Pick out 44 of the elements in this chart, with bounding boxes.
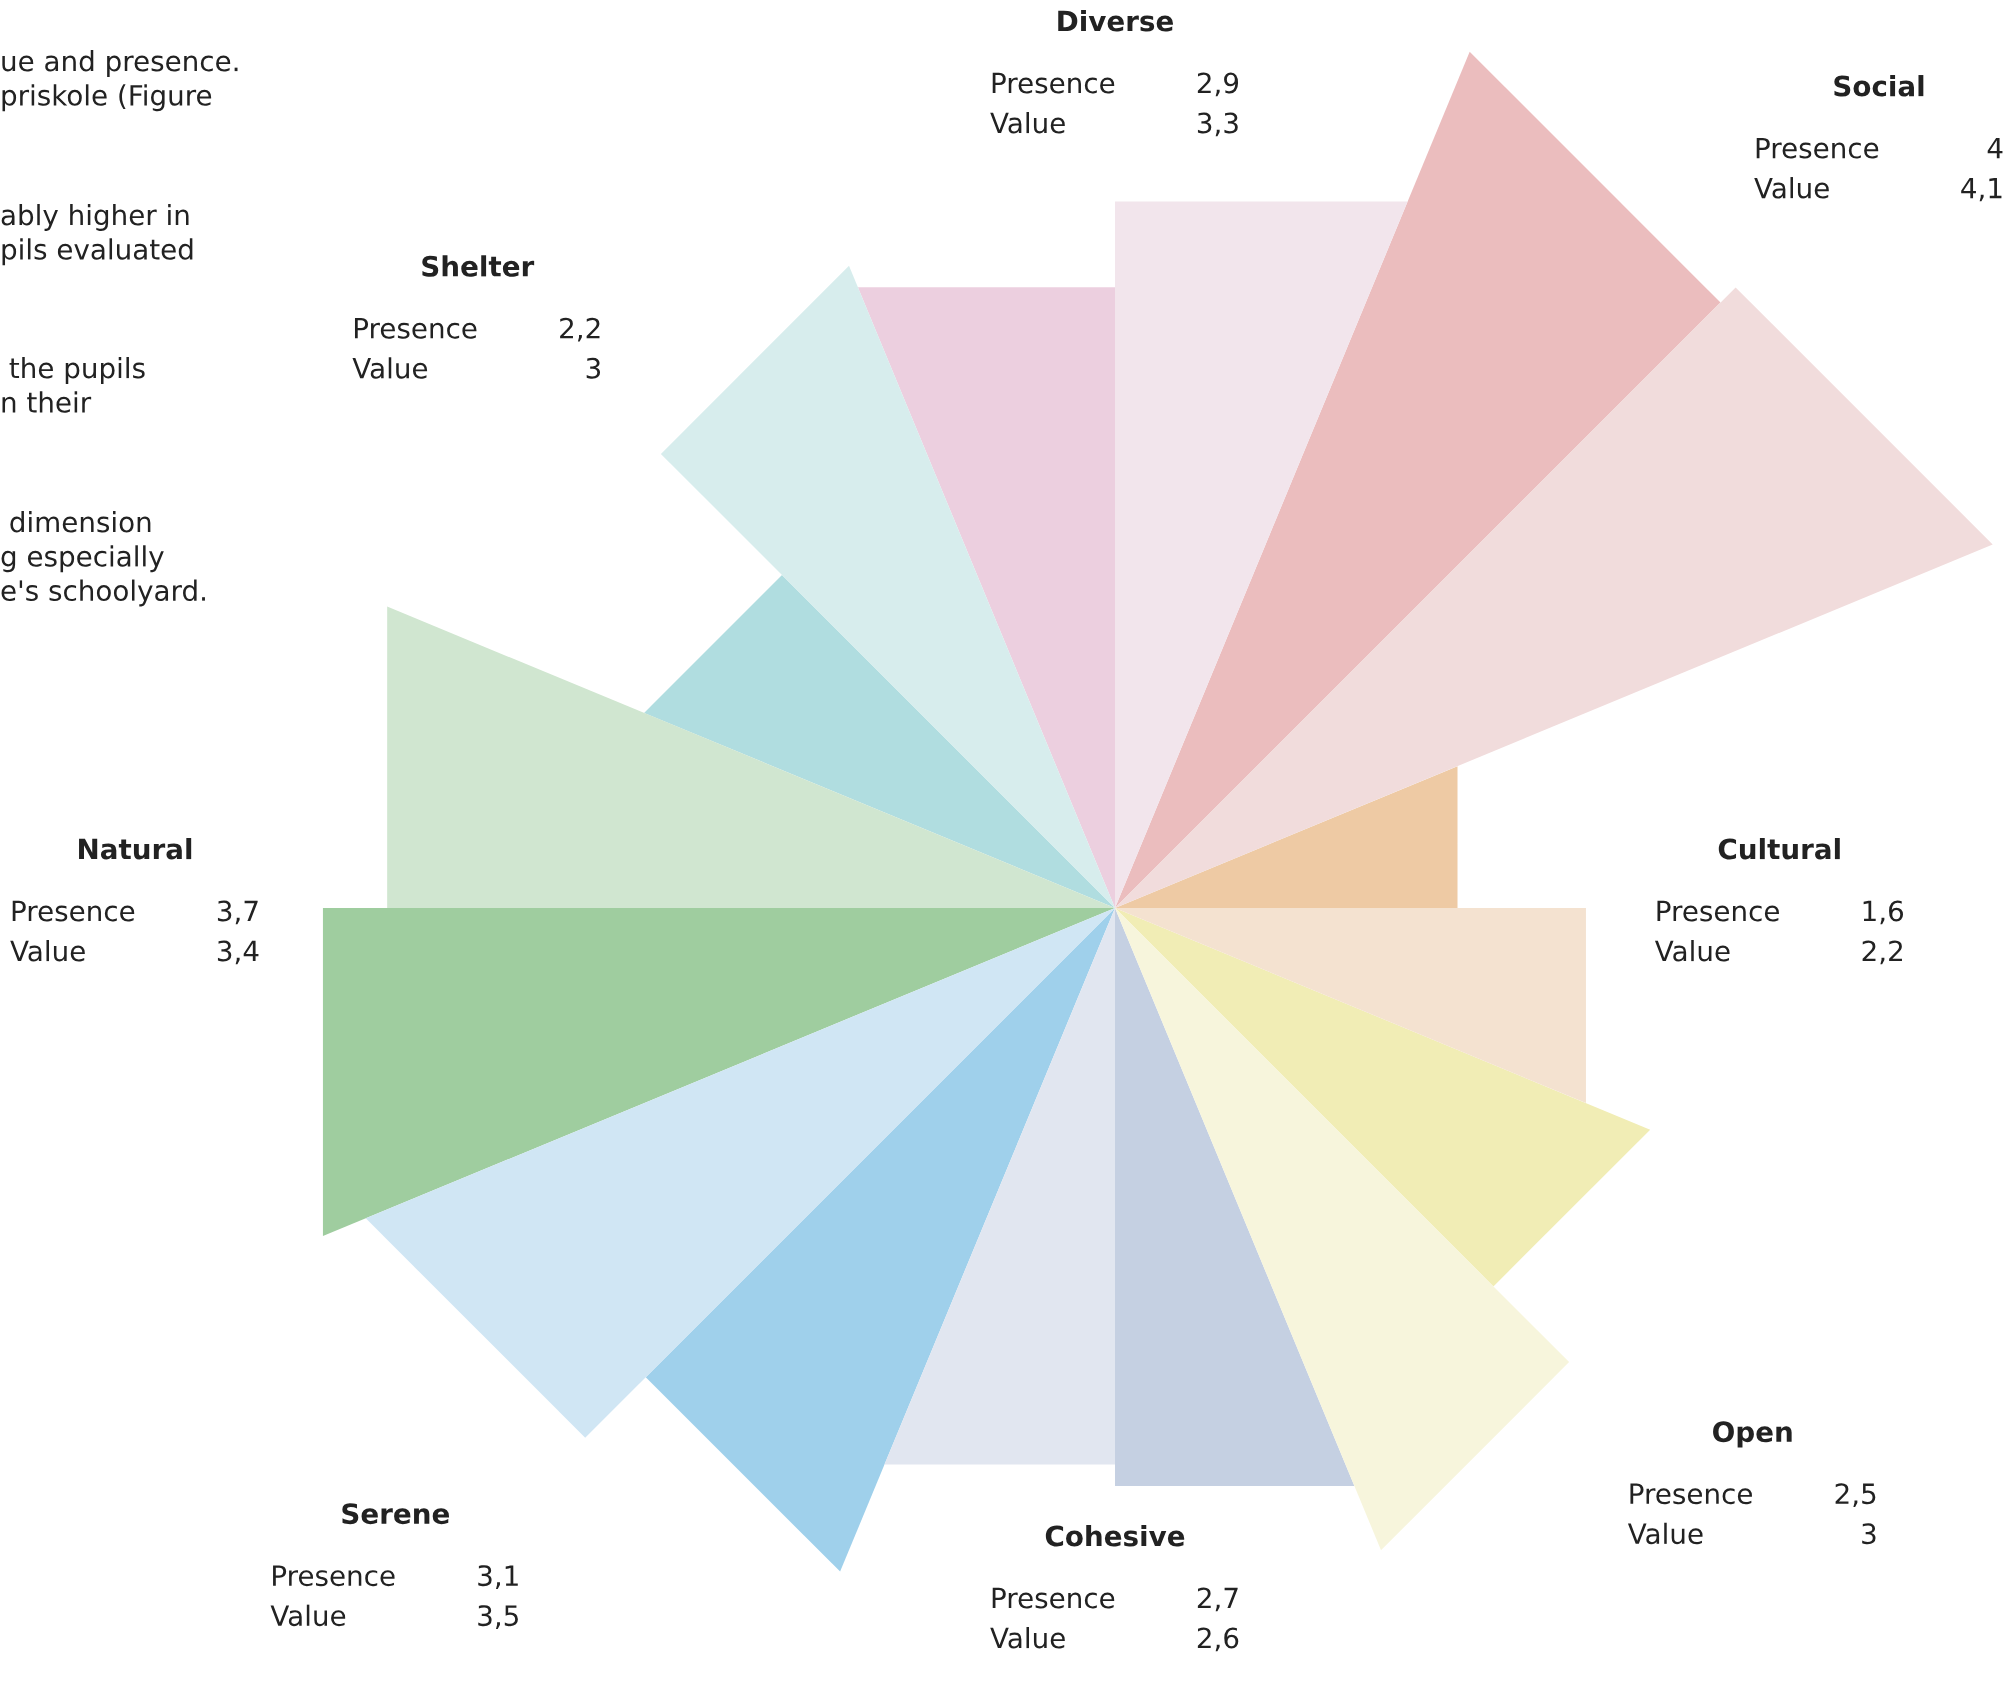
- data-label: 2,7: [1197, 1587, 1238, 1612]
- text: Presence: [354, 318, 477, 339]
- text: Presence: [1756, 137, 1879, 159]
- text: Presence: [1657, 900, 1779, 922]
- text: Value: [1627, 1522, 1703, 1545]
- text: Presence: [12, 900, 135, 922]
- data-label: 3,7: [217, 900, 258, 925]
- text: ably higher in pils evaluated: [1, 204, 193, 266]
- data-label: 2,2: [1862, 940, 1902, 965]
- data-label: 3,3: [1197, 112, 1238, 137]
- text: the pupils n their: [2, 357, 145, 413]
- data-label: 3,1: [478, 1565, 518, 1589]
- category-label: Cohesive: [1045, 1525, 1185, 1547]
- text: Presence: [1630, 1483, 1752, 1505]
- data-label: 1,6: [1863, 900, 1904, 925]
- category-label: Natural: [79, 838, 192, 860]
- text: Value: [990, 112, 1065, 134]
- category-label: Shelter: [422, 255, 535, 277]
- data-label: 4: [1987, 137, 2003, 159]
- text: Value: [10, 940, 85, 962]
- category-label: Serene: [342, 1503, 449, 1525]
- text: Value: [352, 357, 428, 379]
- data-label: 2,5: [1835, 1483, 1876, 1508]
- text: Value: [1754, 177, 1829, 199]
- text: Value: [270, 1604, 346, 1627]
- text: Value: [1654, 940, 1730, 962]
- text: ue and presence. priskole (Figure: [2, 50, 238, 112]
- text: Presence: [273, 1565, 395, 1587]
- data-label: 2,9: [1197, 72, 1239, 97]
- text: dimension g especially e's schoolyard.: [1, 511, 205, 607]
- data-label: 3,5: [478, 1605, 518, 1629]
- data-label: 4,1: [1961, 177, 2002, 202]
- category-label: Open: [1713, 1421, 1792, 1448]
- data-label: 3: [586, 357, 601, 379]
- text: Value: [990, 1627, 1065, 1649]
- category-label: Diverse: [1058, 10, 1173, 32]
- category-label: Social: [1834, 75, 1924, 97]
- data-label: 2,2: [560, 317, 600, 342]
- data-label: 3,4: [217, 940, 259, 965]
- text: Presence: [992, 1587, 1115, 1609]
- category-label: Cultural: [1718, 838, 1840, 860]
- data-label: 3: [1862, 1523, 1876, 1545]
- text: Presence: [992, 72, 1115, 94]
- data-label: 2,6: [1197, 1627, 1239, 1652]
